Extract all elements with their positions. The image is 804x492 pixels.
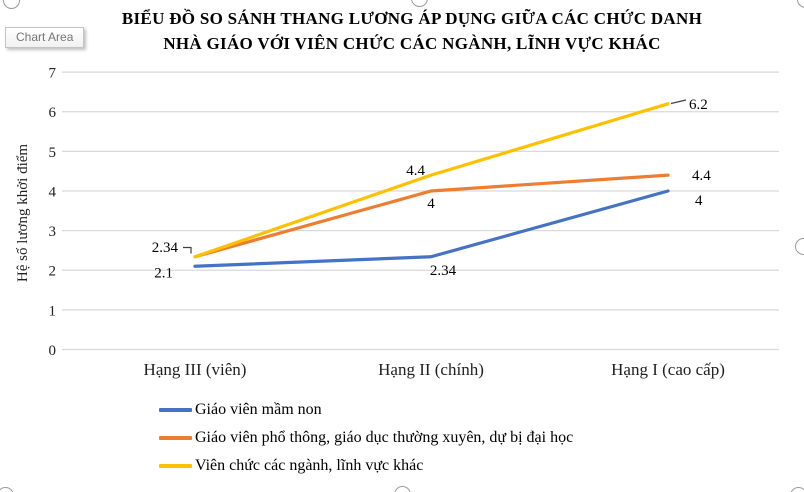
chart-title[interactable]: BIỂU ĐỒ SO SÁNH THANG LƯƠNG ÁP DỤNG GIỮA…	[40, 6, 784, 56]
legend-line-swatch	[159, 464, 192, 468]
y-tick-label: 6	[49, 105, 57, 121]
legend-item[interactable]: Giáo viên mầm non	[159, 396, 573, 424]
label-leader-left	[183, 246, 192, 254]
data-label: 2.34	[430, 263, 457, 279]
data-label: 2.34	[152, 240, 179, 256]
series-line-1[interactable]	[193, 173, 670, 259]
series-line-2[interactable]	[193, 102, 670, 259]
chart-title-line-2: NHÀ GIÁO VỚI VIÊN CHỨC CÁC NGÀNH, LĨNH V…	[163, 34, 661, 53]
data-label: 6.2	[689, 97, 708, 113]
x-axis: Hạng III (viên) Hạng II (chính) Hạng I (ca…	[0, 360, 804, 384]
data-label: 4	[695, 193, 703, 209]
data-label: 2.1	[154, 265, 173, 281]
x-axis-label[interactable]: Hạng I (cao cấp)	[611, 360, 725, 379]
x-axis-label[interactable]: Hạng II (chính)	[378, 360, 484, 379]
series-line-0[interactable]	[193, 189, 670, 268]
chart-area-tooltip: Chart Area	[5, 27, 85, 48]
legend-label: Giáo viên mầm non	[195, 401, 322, 418]
data-label: 4.4	[692, 168, 711, 184]
legend-label: Viên chức các ngành, lĩnh vực khác	[195, 457, 424, 474]
y-tick-label: 7	[49, 66, 57, 82]
legend-line-swatch	[159, 436, 192, 440]
y-tick-label: 3	[49, 224, 57, 240]
y-tick-label: 5	[49, 145, 57, 161]
data-label: 4.4	[406, 163, 425, 179]
legend-line-swatch	[159, 408, 192, 412]
y-tick-label: 4	[49, 184, 57, 200]
label-leader-right	[670, 99, 687, 105]
y-tick-label: 2	[49, 264, 57, 280]
legend-item[interactable]: Viên chức các ngành, lĩnh vực khác	[159, 452, 573, 480]
legend[interactable]: Giáo viên mầm non Giáo viên phổ thông, gi…	[159, 396, 573, 480]
legend-label: Giáo viên phổ thông, giáo dục thường xuy…	[195, 429, 574, 446]
data-label: 4	[427, 196, 435, 212]
y-tick-label: 1	[49, 303, 57, 319]
x-axis-label[interactable]: Hạng III (viên)	[143, 360, 247, 379]
y-tick-label: 0	[49, 343, 57, 359]
legend-item[interactable]: Giáo viên phổ thông, giáo dục thường xuy…	[159, 424, 573, 452]
chart-title-line-1: BIỂU ĐỒ SO SÁNH THANG LƯƠNG ÁP DỤNG GIỮA…	[121, 9, 703, 28]
tooltip-label: Chart Area	[16, 30, 74, 44]
